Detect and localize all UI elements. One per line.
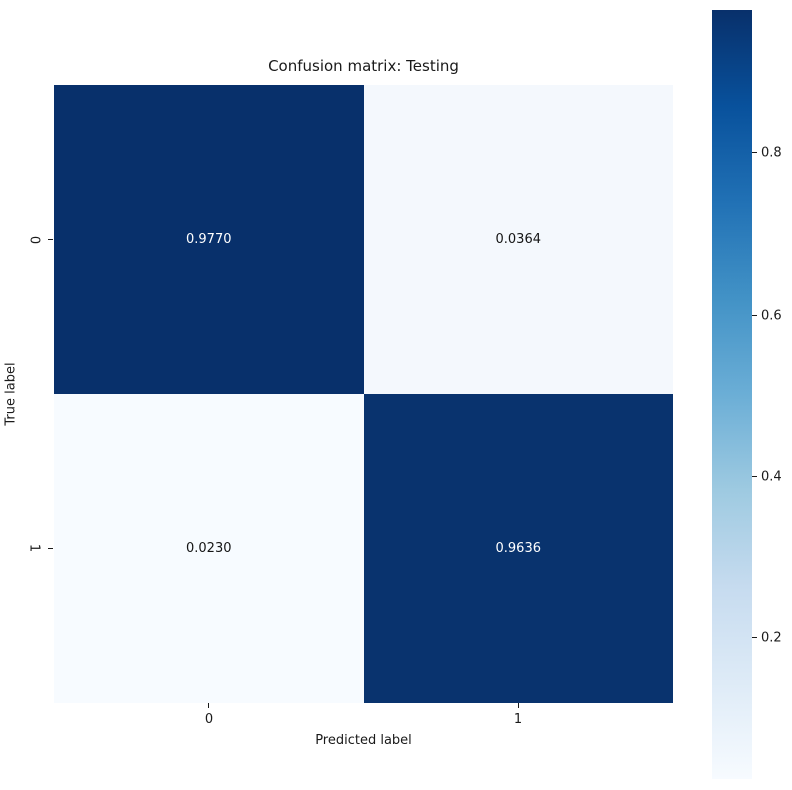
colorbar-tick-mark (752, 476, 757, 478)
colorbar-tick-mark (752, 315, 757, 317)
y-tick-label-1: 1 (26, 543, 42, 553)
colorbar-tick-mark (752, 152, 757, 154)
colorbar-tick-label-0: 0.8 (761, 145, 782, 161)
x-tick-label-0: 0 (204, 712, 214, 727)
heatmap-cell-1-0: 0.0230 (54, 394, 364, 703)
y-axis-label: True label (3, 362, 19, 426)
cell-value-0-1: 0.0364 (495, 232, 542, 247)
heatmap-cell-0-1: 0.0364 (363, 85, 673, 394)
x-axis-label: Predicted label (315, 733, 412, 748)
colorbar-tick-label-1: 0.6 (761, 308, 782, 324)
cell-value-1-0: 0.0230 (186, 541, 232, 556)
cell-value-0-0: 0.9770 (186, 232, 232, 247)
y-tick-mark (48, 239, 53, 241)
colorbar-tick-mark (752, 637, 757, 639)
chart-title: Confusion matrix: Testing (268, 57, 459, 75)
y-tick-mark (48, 548, 53, 550)
heatmap-grid: 0.9770 0.0364 0.0230 0.9636 (54, 85, 673, 703)
colorbar-tick-label-2: 0.4 (761, 469, 782, 485)
cell-value-1-1: 0.9636 (495, 541, 542, 556)
x-tick-mark (208, 703, 210, 708)
heatmap-cell-1-1: 0.9636 (363, 394, 673, 703)
x-tick-mark (518, 703, 520, 708)
colorbar-gradient (712, 10, 752, 779)
heatmap-cell-0-0: 0.9770 (54, 85, 364, 394)
colorbar-tick-label-3: 0.2 (761, 630, 782, 646)
y-tick-label-0: 0 (26, 235, 42, 245)
x-tick-label-1: 1 (513, 712, 523, 727)
